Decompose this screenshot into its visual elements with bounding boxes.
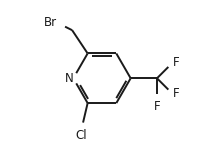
- Text: N: N: [65, 72, 73, 85]
- Text: Cl: Cl: [76, 129, 87, 142]
- Text: F: F: [154, 100, 160, 113]
- Text: F: F: [173, 56, 179, 69]
- Text: Br: Br: [44, 16, 57, 29]
- Text: F: F: [173, 87, 179, 100]
